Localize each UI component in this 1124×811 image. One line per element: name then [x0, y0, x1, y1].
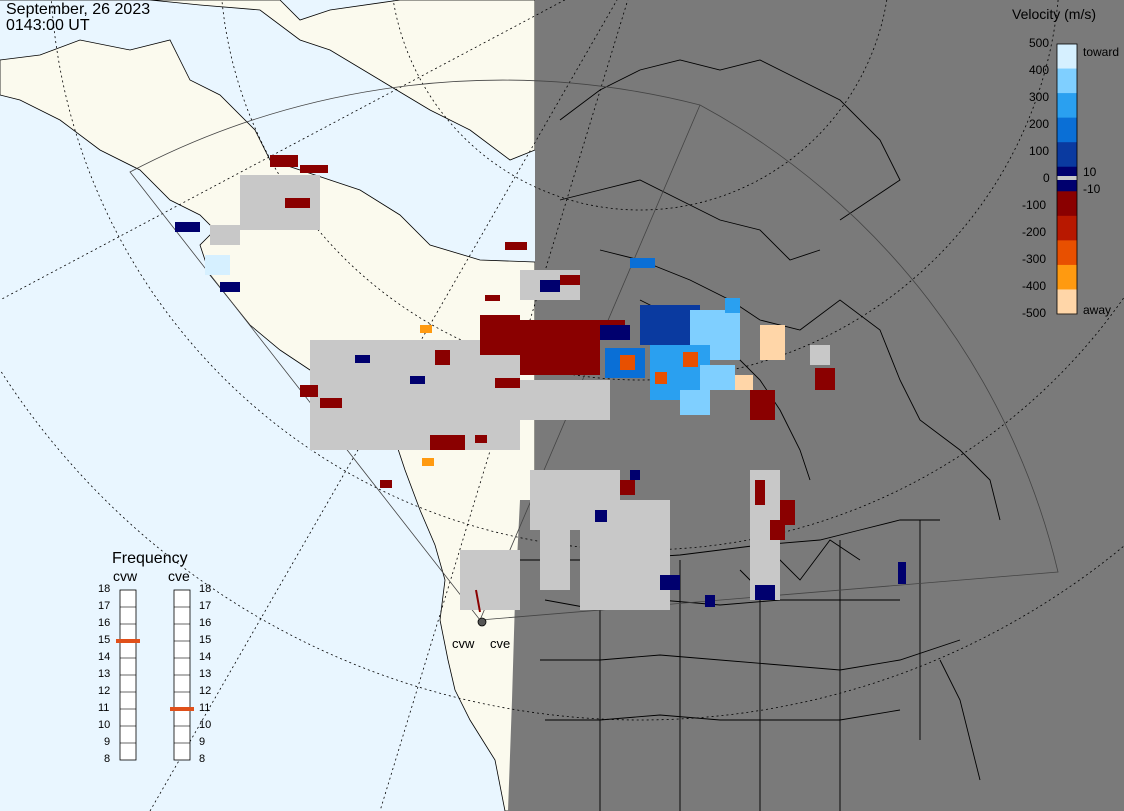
- velocity-tick-label: -300: [1022, 252, 1047, 266]
- velocity-tick-label: -200: [1022, 225, 1047, 239]
- frequency-tick-label-left: 12: [98, 685, 111, 697]
- frequency-marker-cvw: [116, 639, 140, 643]
- velocity-tick-label: 400: [1029, 63, 1050, 77]
- frequency-tick-label-left: 8: [104, 753, 111, 765]
- frequency-tick-label-right: 12: [199, 685, 212, 697]
- frequency-tick-label-right: 14: [199, 651, 212, 663]
- velocity-toward-label: toward: [1083, 45, 1120, 59]
- radar-label-cve: cve: [490, 636, 510, 651]
- velocity-colorbar: [1056, 43, 1078, 315]
- frequency-tick-label-right: 15: [199, 634, 212, 646]
- land-dayside: [0, 0, 536, 811]
- velocity-colorbar-segment: [1057, 44, 1077, 70]
- frequency-tick-label-left: 18: [98, 583, 111, 595]
- date-label: September, 26 2023: [6, 1, 151, 18]
- frequency-tick-label-left: 11: [98, 702, 110, 714]
- night-region-southwest: [508, 500, 535, 811]
- velocity-tick-label: 300: [1029, 90, 1050, 104]
- velocity-colorbar-segment: [1057, 215, 1077, 241]
- velocity-colorbar-segment: [1057, 142, 1077, 168]
- frequency-radar-cvw: cvw: [113, 568, 138, 584]
- velocity-cells-toward-slow: [175, 222, 906, 607]
- velocity-colorbar-segment: [1057, 240, 1077, 266]
- coastlines: [520, 59, 1001, 811]
- frequency-tick-label-left: 10: [98, 719, 111, 731]
- velocity-colorbar-segment: [1057, 264, 1077, 290]
- frequency-tick-label-right: 16: [199, 617, 212, 629]
- frequency-tick-label-right: 9: [199, 736, 206, 748]
- velocity-tick-label: 0: [1043, 171, 1050, 185]
- velocity-colorbar-segment: [1057, 117, 1077, 143]
- velocity-tick-label: 100: [1029, 144, 1050, 158]
- velocity-legend-title: Velocity (m/s): [1012, 6, 1097, 22]
- velocity-tick-label: 200: [1029, 117, 1050, 131]
- velocity-tick-label: 500: [1029, 36, 1050, 50]
- frequency-tick-label-right: 17: [199, 600, 212, 612]
- velocity-colorbar-segment: [1057, 289, 1077, 315]
- velocity-tick-label-neg10: -10: [1083, 182, 1101, 196]
- frequency-tick-label-left: 17: [98, 600, 111, 612]
- velocity-cells-away: [270, 155, 835, 540]
- velocity-tick-label: -100: [1022, 198, 1047, 212]
- velocity-colorbar-segment: [1057, 93, 1077, 119]
- velocity-cells-fast-away: [420, 325, 785, 466]
- frequency-tick-label-right: 18: [199, 583, 212, 595]
- frequency-radar-cve: cve: [168, 568, 190, 584]
- frequency-legend-graphics: [116, 589, 194, 761]
- frequency-tick-label-left: 9: [104, 736, 111, 748]
- frequency-tick-label-right: 13: [199, 668, 212, 680]
- velocity-tick-label: -500: [1022, 306, 1047, 320]
- frequency-tick-label-left: 14: [98, 651, 111, 663]
- velocity-away-label: away: [1083, 303, 1112, 317]
- velocity-colorbar-frame: [1056, 43, 1078, 315]
- radar-label-cvw: cvw: [452, 636, 475, 651]
- velocity-colorbar-segment: [1057, 191, 1077, 217]
- radar-site-marker: [475, 589, 487, 627]
- velocity-tick-label: -400: [1022, 279, 1047, 293]
- frequency-tick-label-left: 16: [98, 617, 111, 629]
- frequency-tick-label-left: 15: [98, 634, 111, 646]
- velocity-tick-label-10: 10: [1083, 165, 1097, 179]
- frequency-marker-cve: [170, 707, 194, 711]
- frequency-legend-title: Frequency: [112, 550, 188, 567]
- night-region: [535, 0, 1124, 811]
- time-label: 0143:00 UT: [6, 17, 90, 34]
- frequency-tick-label-left: 13: [98, 668, 111, 680]
- frequency-tick-label-right: 11: [199, 702, 211, 714]
- velocity-colorbar-segment: [1057, 68, 1077, 94]
- frequency-tick-label-right: 10: [199, 719, 212, 731]
- frequency-tick-label-right: 8: [199, 753, 206, 765]
- velocity-colorbar-ground-scatter: [1057, 176, 1077, 180]
